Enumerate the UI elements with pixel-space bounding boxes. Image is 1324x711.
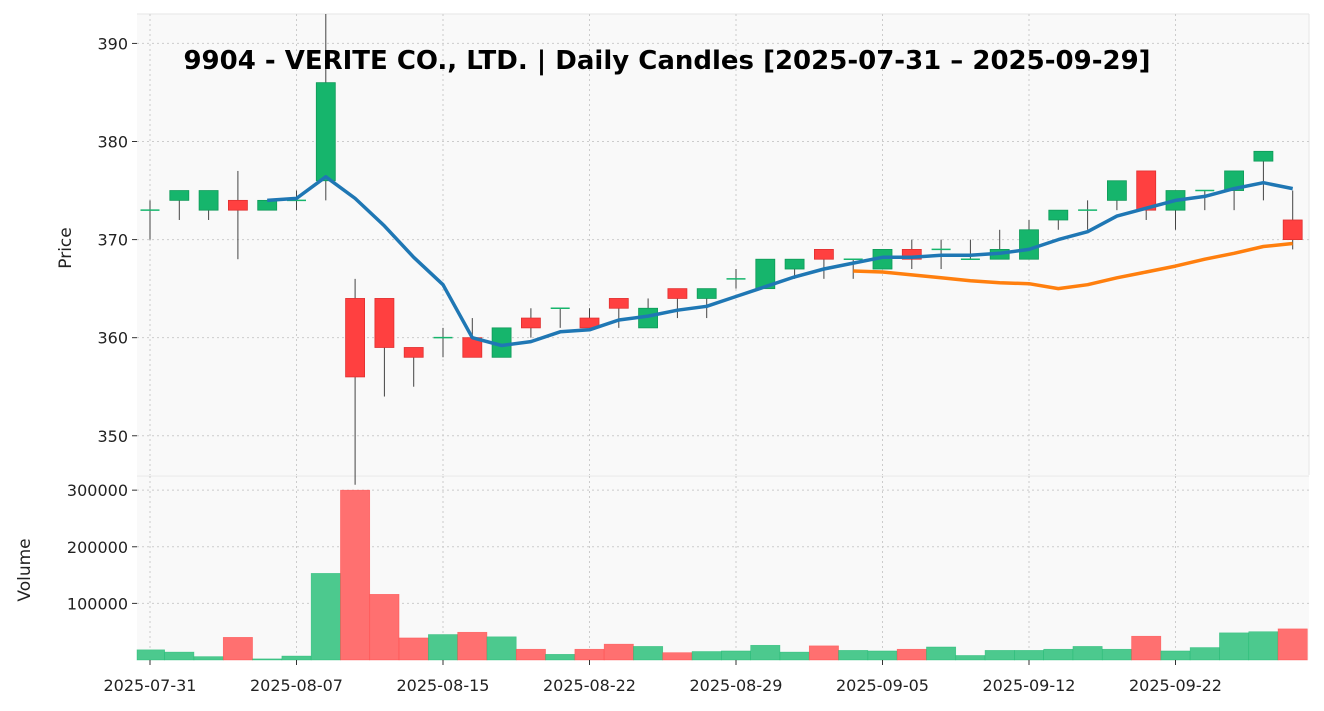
candle-body (1224, 170, 1244, 191)
candle-body (667, 288, 688, 299)
candle-body (755, 258, 776, 290)
price-axis-label: Price (56, 227, 76, 268)
candle-body (1136, 170, 1157, 211)
volume-bar (838, 650, 869, 661)
volume-bar (1189, 647, 1220, 661)
date-axis-ticks: 2025-07-31 2025-08-07 2025-08-15 2025-08-22… (104, 660, 1222, 695)
price-panel-background (137, 14, 1309, 475)
volume-tick-label: 200000 (67, 538, 128, 557)
date-tick-label: 2025-09-22 (1129, 676, 1222, 695)
volume-bar (252, 658, 283, 661)
moving-average-short-line (267, 175, 1294, 348)
price-tick-label: 370 (97, 231, 128, 250)
candle-body (1107, 180, 1127, 201)
candle-body (521, 317, 541, 329)
price-tick-label: 350 (97, 427, 128, 446)
volume-bar (1277, 628, 1308, 661)
volume-bar (457, 631, 488, 661)
volume-bar (662, 652, 693, 661)
moving-average-long-line (853, 241, 1293, 291)
volume-bar (896, 648, 927, 661)
volume-bars (136, 489, 1308, 661)
volume-bar (574, 648, 605, 661)
volume-bar (310, 573, 341, 661)
volume-bar (926, 646, 957, 661)
volume-bar (340, 489, 371, 661)
candle-body (608, 298, 629, 309)
candle-bodies (140, 82, 1303, 378)
volume-bar (398, 637, 429, 661)
candle-body (198, 190, 219, 211)
volume-bar (545, 654, 576, 661)
candle-body (784, 258, 805, 270)
volume-bar (281, 655, 312, 661)
volume-bar (164, 651, 195, 661)
candle-body (403, 347, 424, 358)
volume-bar (486, 636, 517, 661)
volume-bar (369, 594, 400, 661)
volume-bar (691, 651, 722, 661)
volume-bar (1014, 650, 1044, 661)
date-tick-label: 2025-08-07 (250, 676, 343, 695)
candle-body (901, 249, 922, 260)
date-tick-label: 2025-07-31 (104, 676, 197, 695)
date-tick-label: 2025-09-05 (836, 676, 929, 695)
volume-bar (1248, 631, 1279, 661)
volume-tick-label: 300000 (67, 481, 128, 500)
volume-bar (1219, 632, 1250, 661)
volume-bar (955, 655, 986, 661)
volume-bar (721, 650, 751, 661)
candle-body (696, 288, 717, 299)
volume-bar (1072, 646, 1103, 661)
date-tick-label: 2025-09-12 (983, 676, 1076, 695)
price-grid (137, 14, 1309, 475)
candle-body (1253, 150, 1274, 162)
candle-body (257, 199, 278, 211)
volume-bar (867, 650, 898, 661)
volume-bar (633, 646, 664, 661)
volume-bar (1131, 635, 1162, 661)
volume-bar (428, 634, 458, 661)
date-tick-label: 2025-08-29 (690, 676, 783, 695)
volume-bar (515, 648, 546, 661)
volume-bar (750, 644, 781, 661)
candle-body (315, 82, 336, 182)
date-tick-label: 2025-08-22 (543, 676, 636, 695)
chart-title: 9904 - VERITE CO., LTD. | Daily Candles … (183, 46, 1150, 76)
volume-bar (136, 649, 165, 661)
volume-tick-label: 100000 (67, 594, 128, 613)
volume-bar (193, 656, 224, 661)
candle-body (1019, 229, 1039, 260)
volume-axis-label: Volume (15, 538, 35, 601)
candle-body (227, 199, 248, 211)
volume-bar (1043, 648, 1074, 661)
volume-bar (222, 637, 253, 661)
price-tick-label: 380 (97, 133, 128, 152)
price-tick-label: 390 (97, 34, 128, 53)
volume-bar (984, 650, 1015, 661)
candle-body (169, 190, 190, 201)
candle-body (374, 298, 395, 348)
volume-bar (779, 651, 810, 661)
volume-bar (1160, 650, 1191, 661)
candle-body (814, 249, 834, 260)
date-tick-label: 2025-08-15 (397, 676, 490, 695)
volume-bar (808, 645, 839, 661)
candle-body (1048, 209, 1069, 221)
price-axis-ticks: 350 360 370 380 390 (97, 34, 137, 446)
candle-body (1282, 219, 1303, 240)
volume-bar (603, 643, 634, 661)
candle-body (579, 317, 600, 329)
volume-axis-ticks: 100000 200000 300000 (67, 481, 137, 613)
price-tick-label: 360 (97, 329, 128, 348)
candle-body (345, 298, 366, 378)
volume-bar (1101, 648, 1132, 661)
